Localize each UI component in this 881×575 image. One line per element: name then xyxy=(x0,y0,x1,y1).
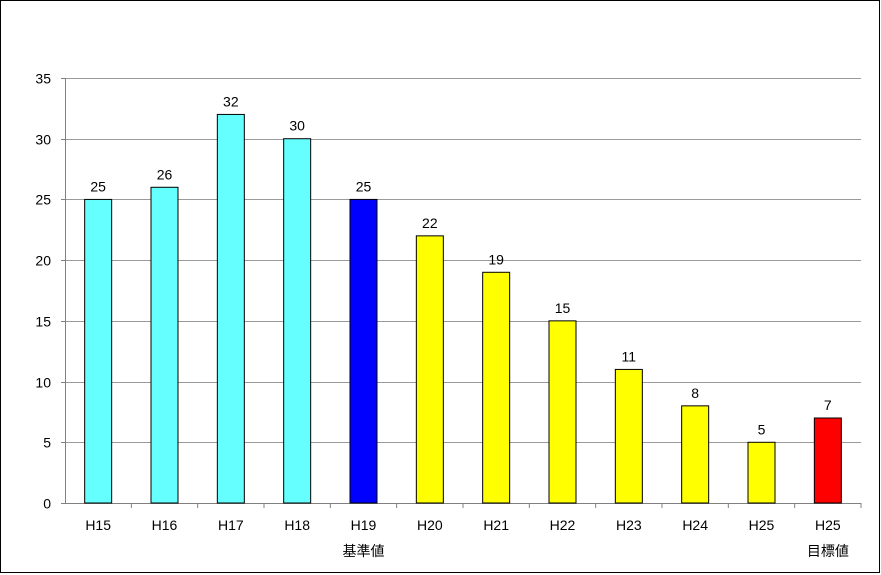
data-label: 19 xyxy=(488,251,504,267)
bar xyxy=(548,320,577,504)
data-label: 22 xyxy=(422,215,438,231)
data-label: 26 xyxy=(157,166,173,182)
y-tick-label: 25 xyxy=(35,192,51,208)
y-tick-label: 10 xyxy=(35,375,51,391)
y-tick-label: 35 xyxy=(35,71,51,87)
x-tick-label: H25 xyxy=(749,517,775,533)
gridlines xyxy=(65,78,861,443)
x-tick-label: H24 xyxy=(682,517,708,533)
data-label: 7 xyxy=(824,397,832,413)
x-tick-label: H21 xyxy=(483,517,509,533)
axes xyxy=(61,78,862,508)
data-label: 11 xyxy=(622,348,637,364)
x-tick-label: H20 xyxy=(417,517,443,533)
bar xyxy=(283,138,312,504)
x-tick-label: H15 xyxy=(85,517,111,533)
x-tick-sublabel: 基準値 xyxy=(343,543,385,560)
x-tick-label: H22 xyxy=(550,517,576,533)
data-label: 5 xyxy=(758,421,766,437)
x-tick-label: H18 xyxy=(284,517,310,533)
y-tick-label: 5 xyxy=(43,435,51,451)
bar xyxy=(150,186,179,504)
data-labels: 25 26 32 30 25 22 19 15 11 8 5 7 xyxy=(90,93,832,437)
y-tick-label: 0 xyxy=(43,496,51,512)
x-tick-label: H16 xyxy=(152,517,178,533)
bar xyxy=(415,235,444,504)
y-tick-label: 20 xyxy=(35,253,51,269)
bar xyxy=(813,417,842,504)
x-tick-label: H17 xyxy=(218,517,244,533)
y-tick-label: 30 xyxy=(35,132,51,148)
bar xyxy=(349,198,378,504)
bar xyxy=(482,271,511,504)
y-tick-label: 15 xyxy=(35,314,51,330)
x-tick-label: H25 xyxy=(815,517,841,533)
bar xyxy=(747,441,776,504)
x-tick-label: H23 xyxy=(616,517,642,533)
data-label: 32 xyxy=(223,93,239,109)
data-label: 15 xyxy=(555,300,571,316)
x-tick-sublabel: 目標値 xyxy=(807,544,849,560)
bar xyxy=(614,368,643,504)
x-tick-labels: H15 H16 H17 H18 H19 基準値 H20 H21 H22 H23 H24 H25 H25 目… xyxy=(85,517,849,560)
bars xyxy=(84,113,842,504)
bar xyxy=(84,198,113,504)
y-tick-labels: 0 5 10 15 20 25 30 35 xyxy=(35,71,51,512)
data-label: 8 xyxy=(691,385,699,401)
x-tick-label: H19 xyxy=(351,517,377,533)
data-label: 25 xyxy=(356,178,372,194)
bar xyxy=(681,405,710,504)
bar xyxy=(216,113,245,504)
data-label: 30 xyxy=(289,118,305,134)
data-label: 25 xyxy=(90,178,106,194)
